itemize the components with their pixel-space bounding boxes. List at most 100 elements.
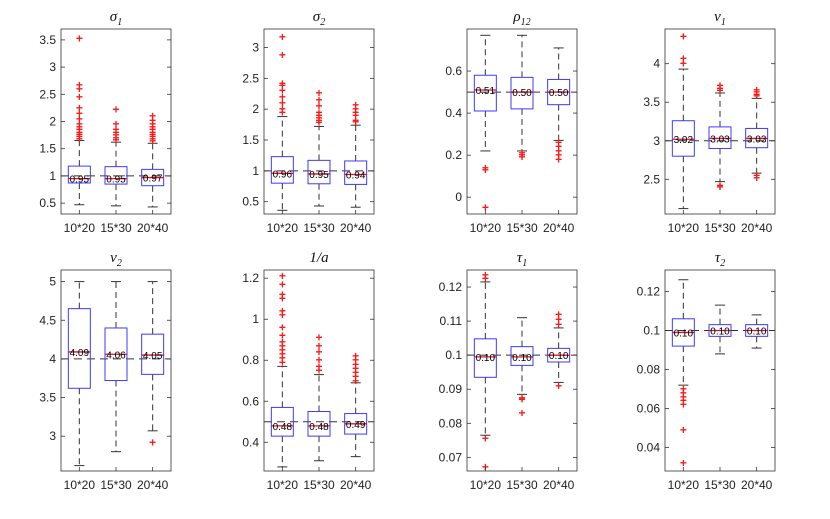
y-tick-label: 3.5	[39, 391, 56, 405]
box-15*30: 4.06 15*30	[100, 281, 132, 492]
outlier-marker: +	[555, 318, 562, 332]
y-tick-label: 3.5	[643, 95, 660, 109]
outlier-marker: +	[680, 30, 687, 44]
box-15*30: 0.10 15*30	[704, 304, 736, 492]
x-tick-label: 20*40	[137, 221, 169, 235]
outlier-marker: +	[555, 136, 562, 150]
x-tick-label: 20*40	[741, 478, 773, 492]
outlier-marker: +	[76, 128, 83, 142]
outlier-marker: +	[149, 128, 156, 142]
outlier-marker: +	[716, 178, 723, 192]
outlier-marker: +	[518, 150, 525, 164]
y-tick-label: 0.08	[439, 416, 463, 430]
iqr-box	[473, 338, 497, 378]
y-tick-label: 0.8	[242, 353, 259, 367]
outlier-marker: +	[352, 102, 359, 116]
iqr-box	[67, 165, 91, 184]
outlier-marker: +	[753, 88, 760, 102]
median-label: 0.49	[346, 420, 366, 431]
outlier-marker: +	[680, 390, 687, 404]
y-tick-label: 0.2	[445, 148, 462, 162]
outlier-marker: +	[315, 93, 322, 107]
outlier-marker: +	[716, 78, 723, 92]
y-tick-label: 0.6	[242, 394, 259, 408]
outlier-marker: +	[149, 125, 156, 139]
outlier-marker: +	[518, 392, 525, 406]
outlier-marker: +	[76, 31, 83, 45]
outlier-marker: +	[149, 435, 156, 449]
y-tick-label: 0.5	[39, 196, 56, 210]
y-tick-label: 1	[49, 169, 56, 183]
panel-title-subscript: 1	[522, 258, 527, 269]
outlier-marker: +	[76, 106, 83, 120]
outlier-marker: +	[555, 148, 562, 162]
median-label: 0.10	[710, 326, 730, 337]
outlier-marker: +	[279, 105, 286, 119]
panel-2: σ20.511.522.530.96+++++++++10*200.95++++…	[242, 9, 375, 235]
panel-title-base: τ	[517, 250, 523, 266]
iqr-box	[307, 411, 331, 437]
outlier-marker: +	[680, 456, 687, 470]
outlier-marker: +	[315, 353, 322, 367]
box-10*20: 0.51+++10*20	[470, 34, 501, 235]
y-tick-label: 0.08	[637, 363, 661, 377]
x-tick-label: 10*20	[267, 478, 299, 492]
outlier-marker: +	[352, 353, 359, 367]
outlier-marker: +	[112, 128, 119, 142]
panel-8: τ20.040.060.080.10.120.10+++++++10*200.1…	[637, 250, 776, 492]
median-label: 4.09	[70, 348, 90, 359]
panel-title: 1/a	[309, 250, 328, 266]
outlier-marker: +	[279, 269, 286, 283]
median-label: 0.50	[549, 88, 569, 99]
outlier-marker: +	[315, 108, 322, 122]
x-tick-label: 20*40	[340, 478, 372, 492]
outlier-marker: +	[753, 168, 760, 182]
iqr-box	[510, 346, 534, 366]
x-tick-label: 20*40	[340, 221, 372, 235]
outlier-marker: +	[518, 146, 525, 160]
box-20*40: 0.94++++++20*40	[340, 98, 372, 235]
iqr-box	[344, 160, 368, 185]
outlier-marker: +	[518, 148, 525, 162]
iqr-box	[671, 120, 695, 157]
x-tick-label: 15*30	[506, 478, 538, 492]
panel-5: ν2 3 3.5 4 4.5 5 4.09 10*20 4.06 15*30 4.05 +20*40	[39, 250, 172, 492]
outlier-marker: +	[555, 152, 562, 166]
outlier-marker: +	[352, 105, 359, 119]
outlier-marker: +	[149, 130, 156, 144]
outlier-marker: +	[279, 320, 286, 334]
panel-6: 1/a0.40.60.811.20.48++++++++++++++10*200…	[242, 250, 375, 492]
outlier-marker: +	[555, 379, 562, 393]
y-tick-label: 0.09	[439, 382, 463, 396]
y-tick-label: 3	[49, 429, 56, 443]
outlier-marker: +	[76, 132, 83, 146]
y-tick-label: 4.5	[39, 313, 56, 327]
outlier-marker: +	[680, 386, 687, 400]
panel-title-subscript: 12	[521, 17, 531, 28]
panel-title-base: ν	[110, 250, 117, 266]
outlier-marker: +	[352, 374, 359, 388]
outlier-marker: +	[149, 120, 156, 134]
outlier-marker: +	[279, 355, 286, 369]
outlier-marker: +	[279, 84, 286, 98]
y-tick-label: 3	[653, 134, 660, 148]
outlier-marker: +	[315, 364, 322, 378]
outlier-marker: +	[315, 339, 322, 353]
outlier-marker: +	[279, 102, 286, 116]
outlier-marker: +	[352, 115, 359, 129]
outlier-marker: +	[76, 82, 83, 96]
outlier-marker: +	[76, 130, 83, 144]
outlier-marker: +	[112, 125, 119, 139]
x-tick-label: 10*20	[64, 478, 96, 492]
panel-title-subscript: 2	[720, 258, 725, 269]
panel-title: σ1	[110, 9, 122, 28]
panel-3: ρ1200.20.40.60.51+++10*200.50+++15*300.5…	[445, 9, 578, 235]
median-label: 3.03	[747, 134, 767, 145]
y-tick-label: 2.5	[39, 87, 56, 101]
y-tick-label: 0.1	[643, 323, 660, 337]
panel-title-base: 1/a	[309, 250, 328, 266]
median-label: 0.95	[106, 175, 126, 186]
outlier-marker: +	[76, 78, 83, 92]
x-tick-label: 15*30	[303, 221, 335, 235]
median-label: 0.10	[476, 353, 496, 364]
